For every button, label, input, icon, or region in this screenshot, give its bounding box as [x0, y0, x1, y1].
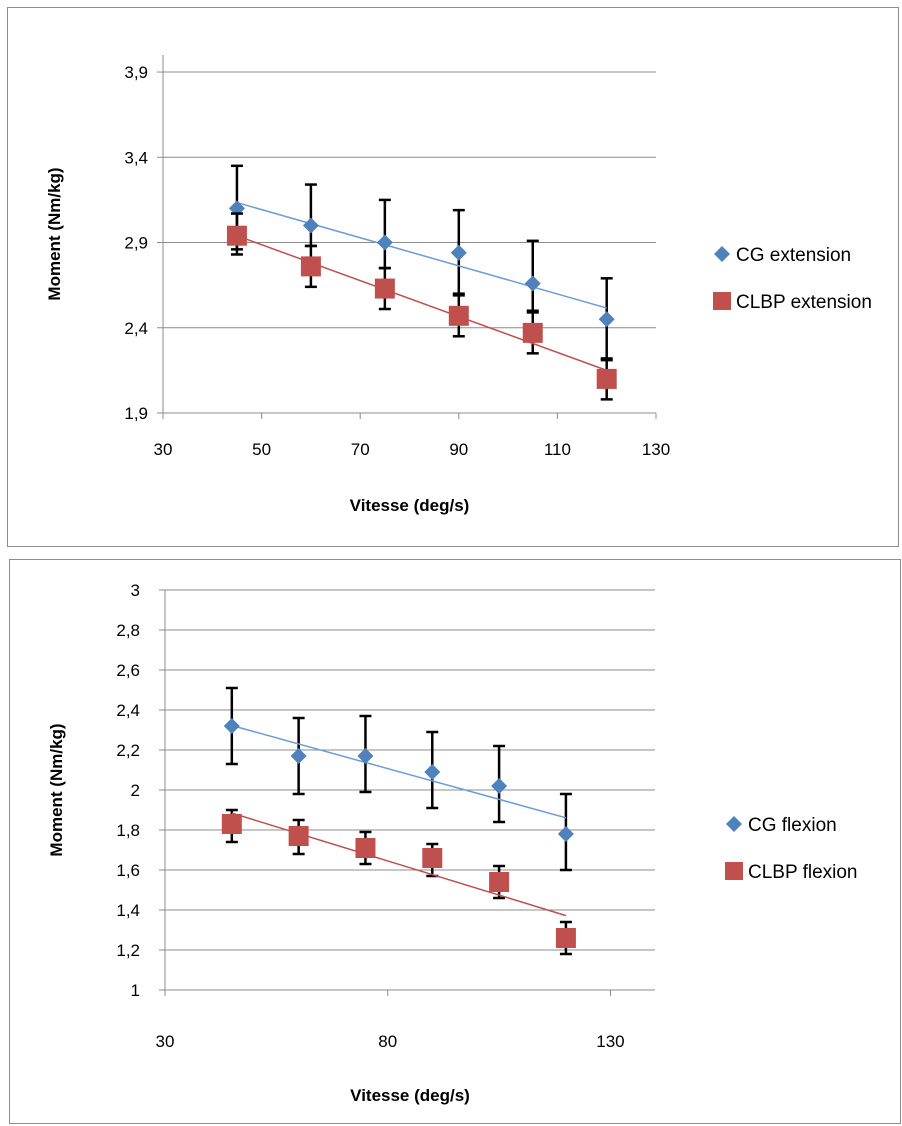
- x-tick-label: 80: [378, 1032, 397, 1051]
- point-clbp-flexion: [422, 848, 443, 868]
- y-tick-label: 3,9: [124, 63, 148, 82]
- point-cg-flexion: [290, 748, 307, 764]
- y-tick-label: 1,2: [116, 941, 140, 960]
- legend-marker-diamond: [726, 816, 742, 832]
- x-tick-label: 30: [154, 440, 173, 459]
- point-clbp-flexion: [355, 838, 376, 858]
- legend-label: CLBP extension: [736, 292, 872, 313]
- y-tick-label: 1,6: [116, 861, 140, 880]
- y-tick-label: 1,4: [116, 901, 140, 920]
- y-tick-label: 2,2: [116, 741, 140, 760]
- point-cg-extension: [376, 234, 393, 251]
- point-clbp-flexion: [221, 814, 242, 834]
- y-tick-label: 1: [131, 981, 140, 1000]
- trendline-clbp-extension: [236, 235, 607, 372]
- legend-marker-diamond: [714, 246, 730, 262]
- x-axis-title: Vitesse (deg/s): [350, 496, 470, 515]
- chart-panel-extension: 1,9 2,4 2,9 3,4 3,9 30 50 70 90 110 130 Vitesse (de…: [7, 7, 899, 547]
- point-clbp-flexion: [288, 826, 309, 846]
- point-cg-extension: [598, 311, 615, 328]
- chart-panel-flexion: 1 1,2 1,4 1,6 1,8 2 2,2 2,4 2,6 2,8 3 30 80 130 Vitess…: [9, 559, 901, 1124]
- point-clbp-flexion: [555, 928, 576, 948]
- legend-label: CG flexion: [748, 815, 837, 836]
- x-tick-label: 130: [596, 1032, 624, 1051]
- y-tick-label: 2,6: [116, 661, 140, 680]
- point-clbp-extension: [226, 225, 247, 246]
- point-cg-flexion: [357, 748, 374, 764]
- point-cg-extension: [450, 244, 467, 261]
- point-cg-flexion: [424, 764, 441, 780]
- y-tick-label: 2,4: [116, 701, 140, 720]
- trendline-clbp-flexion: [231, 812, 567, 917]
- y-axis-title: Moment (Nm/kg): [47, 723, 66, 856]
- y-tick-label: 1,8: [116, 821, 140, 840]
- point-clbp-extension: [522, 322, 543, 343]
- error-bar-cg-extension: [378, 198, 391, 270]
- y-tick-label: 2,9: [124, 234, 148, 253]
- legend-marker-square: [713, 292, 731, 310]
- legend-marker-square: [725, 862, 743, 880]
- y-axis-title: Moment (Nm/kg): [45, 167, 64, 300]
- point-cg-flexion: [491, 778, 508, 794]
- y-tick-label: 2,8: [116, 621, 140, 640]
- point-cg-flexion: [557, 826, 574, 842]
- y-tick-label: 2: [131, 781, 140, 800]
- x-tick-label: 70: [351, 440, 370, 459]
- legend-item-cg-flexion: CG flexion: [726, 815, 837, 836]
- point-cg-extension: [302, 217, 319, 234]
- point-clbp-extension: [596, 368, 617, 389]
- trendline-cg-extension: [236, 201, 607, 309]
- x-tick-label: 110: [544, 440, 571, 459]
- x-tick-label: 30: [156, 1032, 175, 1051]
- legend-item-cg-extension: CG extension: [714, 245, 851, 266]
- x-tick-label: 90: [449, 440, 468, 459]
- legend-label: CG extension: [736, 245, 851, 266]
- trendline-cg-flexion: [231, 724, 567, 819]
- legend-label: CLBP flexion: [748, 862, 858, 883]
- chart-extension: 1,9 2,4 2,9 3,4 3,9 30 50 70 90 110 130 Vitesse (de…: [45, 55, 872, 515]
- y-tick-label: 3: [131, 581, 140, 600]
- error-bar-cg-extension: [304, 183, 317, 248]
- point-clbp-extension: [300, 256, 321, 277]
- point-cg-flexion: [223, 718, 240, 734]
- legend-item-clbp-extension: CLBP extension: [713, 292, 872, 313]
- point-cg-extension: [524, 275, 541, 292]
- point-clbp-extension: [448, 305, 469, 326]
- chart-flexion: 1 1,2 1,4 1,6 1,8 2 2,2 2,4 2,6 2,8 3 30 80 130 Vitess…: [47, 581, 858, 1105]
- x-tick-label: 130: [642, 440, 670, 459]
- point-clbp-flexion: [489, 872, 510, 892]
- point-clbp-extension: [374, 278, 395, 299]
- x-axis-title: Vitesse (deg/s): [350, 1086, 470, 1105]
- x-tick-label: 50: [252, 440, 271, 459]
- y-tick-label: 3,4: [124, 148, 148, 167]
- y-tick-label: 2,4: [124, 319, 148, 338]
- y-tick-label: 1,9: [124, 404, 148, 423]
- legend-item-clbp-flexion: CLBP flexion: [725, 862, 858, 883]
